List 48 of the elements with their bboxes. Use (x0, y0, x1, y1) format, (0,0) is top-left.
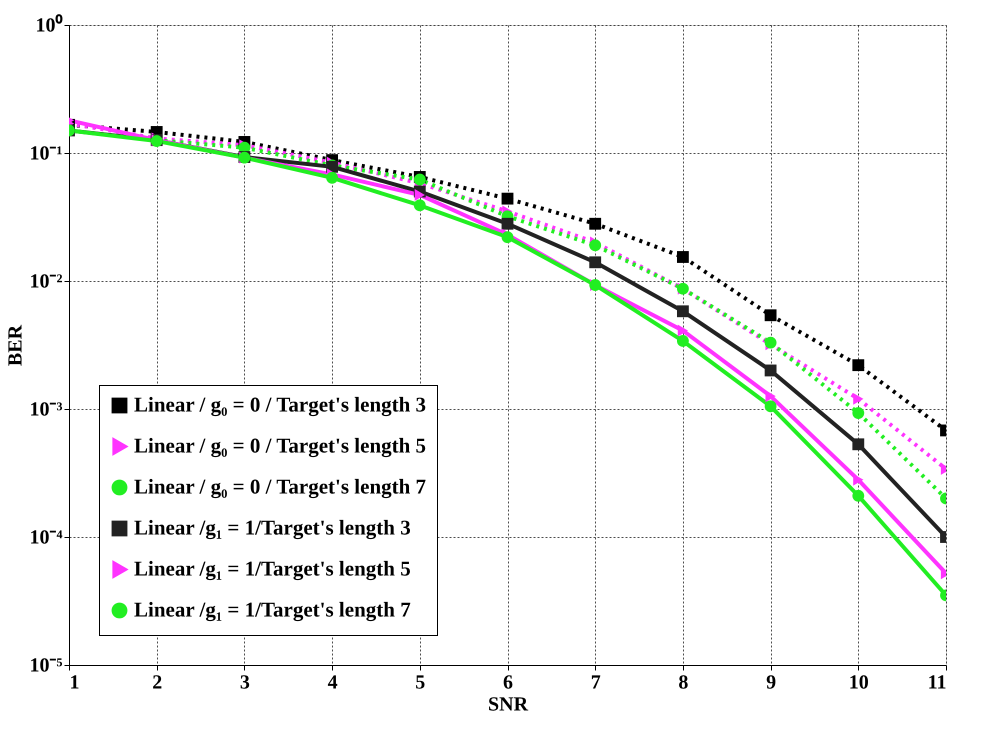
point (676, 335, 689, 347)
point (502, 231, 514, 244)
y-tick-label: 10⁻³ (30, 398, 62, 420)
legend-label: Linear /g₁ = 1/Target's length 3 (134, 516, 411, 540)
point (764, 400, 777, 412)
point (852, 438, 864, 450)
x-tick-label: 9 (766, 672, 776, 694)
point (852, 359, 864, 372)
y-tick-label: 10⁻¹ (30, 142, 62, 164)
x-axis-title: SNR (488, 694, 529, 716)
point (414, 174, 426, 186)
y-axis-title: BER (4, 324, 27, 366)
point (764, 309, 777, 322)
legend-label: Linear /g₁ = 1/Target's length 7 (134, 598, 411, 622)
x-tick-label: 11 (928, 672, 946, 694)
point (502, 218, 514, 230)
point (589, 239, 602, 252)
legend-label: Linear / g₀ = 0 / Target's length 5 (134, 434, 426, 458)
x-tick-label: 2 (152, 672, 162, 694)
y-tick-label: 10⁻⁵ (30, 654, 62, 676)
x-tick-label: 7 (590, 672, 601, 694)
x-tick-label: 10 (848, 672, 869, 694)
point (853, 392, 864, 405)
x-tick-label: 6 (503, 672, 513, 694)
y-tick-label: 10⁻² (30, 270, 62, 292)
point (326, 172, 338, 184)
x-tick-label: 8 (678, 672, 688, 694)
point (764, 364, 777, 376)
y-tick-label: 10⁻⁴ (30, 526, 62, 548)
point (502, 192, 514, 205)
x-tick-label: 5 (415, 672, 426, 694)
legend-label: Linear /g₁ = 1/Target's length 5 (134, 556, 411, 580)
point (414, 189, 425, 201)
x-tick-label: 3 (240, 672, 250, 694)
point (676, 251, 689, 263)
x-tick-label: 1 (70, 672, 80, 694)
point (678, 324, 688, 336)
point (589, 218, 602, 230)
point (765, 390, 776, 402)
x-tick-label: 4 (328, 672, 338, 694)
legend-label: Linear / g₀ = 0 / Target's length 3 (134, 392, 426, 416)
point (852, 407, 864, 419)
point (589, 256, 602, 268)
y-tick-label: 10⁰ (36, 14, 62, 36)
point (852, 490, 864, 502)
point (414, 199, 426, 212)
point (676, 305, 689, 318)
legend-label: Linear / g₀ = 0 / Target's length 7 (134, 474, 426, 498)
